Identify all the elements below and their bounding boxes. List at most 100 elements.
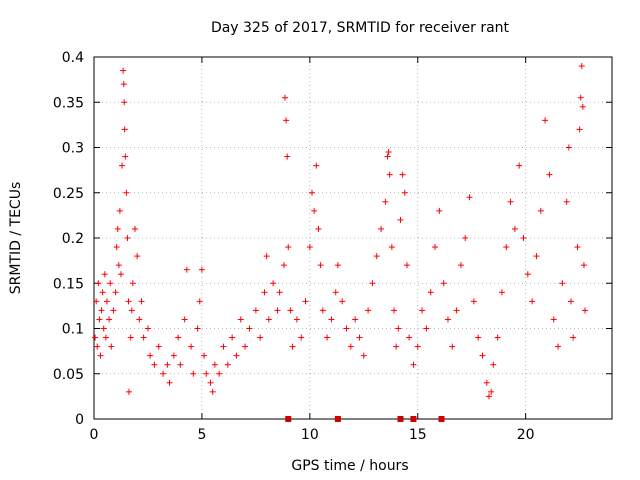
data-point xyxy=(423,325,430,332)
y-tick-label: 0.15 xyxy=(53,276,84,292)
data-point xyxy=(216,370,223,377)
data-point xyxy=(403,262,410,269)
y-tick-label: 0.05 xyxy=(53,367,84,383)
y-tick-label: 0.2 xyxy=(62,231,84,247)
data-point xyxy=(397,216,404,223)
data-point xyxy=(96,316,103,323)
data-point xyxy=(384,153,391,160)
data-point xyxy=(121,99,128,106)
data-point xyxy=(120,67,127,74)
data-point xyxy=(360,352,367,359)
data-point xyxy=(181,316,188,323)
data-point xyxy=(574,244,581,251)
data-point xyxy=(107,280,114,287)
data-point xyxy=(385,149,392,156)
data-point xyxy=(119,162,126,169)
data-point xyxy=(160,370,167,377)
data-point xyxy=(388,244,395,251)
x-tick-label: 0 xyxy=(90,427,99,443)
data-point xyxy=(302,298,309,305)
data-point xyxy=(576,126,583,133)
data-point xyxy=(120,81,127,88)
data-point xyxy=(198,266,205,273)
data-point xyxy=(542,117,549,124)
data-point xyxy=(401,189,408,196)
data-point xyxy=(127,334,134,341)
data-point xyxy=(287,307,294,314)
data-point xyxy=(399,171,406,178)
data-point xyxy=(488,388,495,395)
data-point xyxy=(166,379,173,386)
data-point xyxy=(246,325,253,332)
data-point xyxy=(183,266,190,273)
data-point xyxy=(177,361,184,368)
data-point xyxy=(373,253,380,260)
data-point xyxy=(102,334,109,341)
data-point xyxy=(289,343,296,350)
zero-flag-marker xyxy=(438,416,445,422)
data-point xyxy=(369,280,376,287)
y-tick-label: 0 xyxy=(75,412,84,428)
data-point xyxy=(284,153,291,160)
data-point xyxy=(449,343,456,350)
data-point xyxy=(432,244,439,251)
x-tick-label: 15 xyxy=(409,427,427,443)
zero-flag-marker xyxy=(285,416,292,422)
data-point xyxy=(121,126,128,133)
data-point xyxy=(242,343,249,350)
data-point xyxy=(356,334,363,341)
data-point xyxy=(190,370,197,377)
data-point xyxy=(308,189,315,196)
data-point xyxy=(125,298,132,305)
data-point xyxy=(147,352,154,359)
data-point xyxy=(155,343,162,350)
data-point xyxy=(393,343,400,350)
data-point xyxy=(507,198,514,205)
data-point xyxy=(317,262,324,269)
data-point xyxy=(319,307,326,314)
data-point xyxy=(559,280,566,287)
zero-flags xyxy=(285,416,445,422)
data-point xyxy=(306,244,313,251)
data-point xyxy=(298,334,305,341)
data-point xyxy=(110,307,117,314)
data-point xyxy=(324,334,331,341)
data-point xyxy=(263,253,270,260)
data-point xyxy=(328,316,335,323)
data-point xyxy=(529,298,536,305)
data-point xyxy=(419,307,426,314)
y-tick-label: 0.35 xyxy=(53,95,84,111)
data-point xyxy=(136,316,143,323)
data-point xyxy=(410,361,417,368)
data-point xyxy=(453,307,460,314)
data-point xyxy=(106,316,113,323)
data-point xyxy=(352,316,359,323)
data-point xyxy=(511,225,518,232)
data-point xyxy=(101,271,108,278)
data-point xyxy=(124,235,131,241)
data-point xyxy=(520,235,527,241)
data-point xyxy=(265,316,272,323)
data-point xyxy=(498,289,505,296)
data-point xyxy=(577,94,584,101)
data-point xyxy=(339,298,346,305)
data-point xyxy=(134,253,141,260)
data-point xyxy=(516,162,523,169)
data-point xyxy=(503,244,510,251)
data-point xyxy=(207,379,214,386)
data-point xyxy=(444,316,451,323)
data-point xyxy=(129,280,136,287)
data-point xyxy=(347,343,354,350)
data-point xyxy=(386,171,393,178)
data-point xyxy=(98,307,105,314)
data-point xyxy=(115,262,122,269)
data-point xyxy=(283,117,290,124)
y-tick-label: 0.4 xyxy=(62,50,84,66)
data-point xyxy=(485,393,492,400)
data-point xyxy=(117,271,124,278)
data-point xyxy=(144,325,151,332)
x-tick-label: 5 xyxy=(197,427,206,443)
data-point xyxy=(280,262,287,269)
data-point xyxy=(209,388,216,395)
zero-flag-marker xyxy=(397,416,404,422)
